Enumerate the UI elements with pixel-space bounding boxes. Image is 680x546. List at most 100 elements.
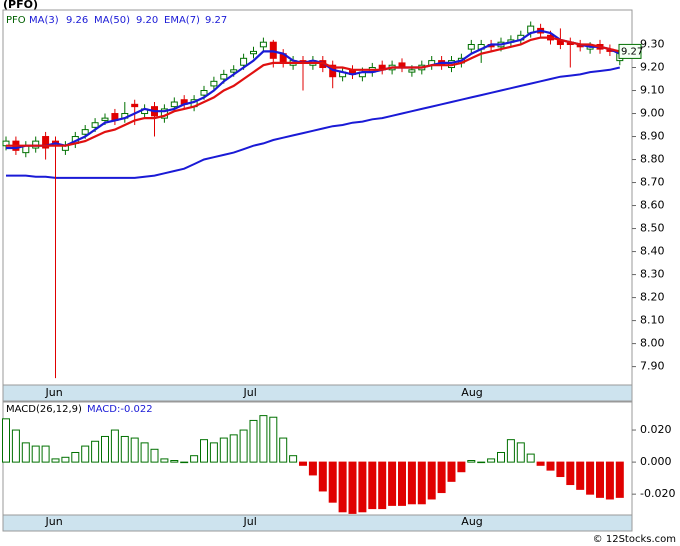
macd-bar	[388, 461, 397, 506]
macd-bar	[605, 461, 614, 500]
macd-bar	[328, 461, 337, 503]
candle-body	[230, 69, 238, 73]
macd-bar	[140, 442, 149, 463]
y-tick-label: 7.90	[640, 360, 665, 373]
macd-bar	[586, 461, 595, 495]
macd-bar	[338, 461, 347, 513]
y-tick-label: 8.90	[640, 130, 665, 143]
y-tick-label: 8.00	[640, 337, 665, 350]
macd-bar	[536, 461, 545, 466]
macd-bar	[269, 416, 278, 463]
y-tick-label: 8.30	[640, 268, 665, 281]
macd-bar	[447, 461, 456, 482]
candle-body	[467, 44, 475, 50]
price-panel	[2, 9, 633, 386]
macd-bar	[299, 461, 307, 466]
y-tick-label: 8.70	[640, 176, 665, 189]
macd-bar	[516, 442, 525, 463]
y-tick-label: 8.60	[640, 199, 665, 212]
ma-line	[6, 29, 621, 150]
chart-title: (PFO)	[3, 0, 38, 11]
macd-bar	[546, 461, 555, 471]
x-tick-label: Aug	[461, 515, 482, 528]
candle-body	[91, 122, 99, 128]
price-tag-box	[618, 43, 642, 59]
macd-bar	[160, 458, 169, 463]
ma-line	[6, 36, 621, 147]
macd-bar	[596, 461, 604, 498]
macd-bar	[308, 461, 317, 476]
y-tick-label: 8.80	[640, 153, 665, 166]
y-tick-label: 8.10	[640, 314, 665, 327]
date-band	[2, 384, 633, 402]
macd-bar	[219, 437, 228, 463]
macd-bar	[21, 442, 30, 463]
candle-body	[259, 41, 267, 48]
candle-body	[210, 80, 218, 87]
macd-bar	[318, 461, 327, 492]
macd-bar	[407, 461, 416, 505]
macd-bar	[71, 451, 80, 463]
legend-value: 9.20	[136, 15, 158, 26]
macd-bar	[190, 455, 199, 463]
y-tick-label: 8.20	[640, 291, 665, 304]
date-band	[2, 514, 633, 532]
y-tick-label: 0.020	[640, 423, 672, 436]
candle-body	[131, 103, 139, 108]
footer: © 12Stocks.com	[593, 534, 676, 545]
macd-bar	[229, 434, 238, 463]
macd-bar	[358, 461, 367, 513]
macd-bar	[467, 460, 476, 463]
legend-value: 9.26	[66, 15, 88, 26]
macd-bar	[497, 451, 505, 463]
y-tick-label: 9.00	[640, 107, 665, 120]
macd-bar	[41, 445, 50, 463]
macd-bar	[130, 437, 139, 463]
macd-bar	[120, 435, 129, 463]
macd-bar	[259, 415, 268, 463]
macd-bar	[378, 461, 387, 510]
candle-body	[170, 101, 178, 108]
candle-body	[200, 90, 208, 96]
candle-body	[42, 136, 50, 149]
macd-title: MACD(26,12,9)	[6, 404, 82, 415]
candle-body	[220, 73, 228, 80]
y-tick-label: 8.50	[640, 222, 665, 235]
macd-value: MACD:-0.022	[87, 404, 153, 415]
macd-bar	[200, 439, 208, 463]
macd-bar	[170, 460, 179, 463]
macd-bar	[2, 418, 10, 463]
legend-symbol: PFO	[6, 15, 26, 26]
y-tick-label: 9.20	[640, 61, 665, 74]
y-tick-label: -0.020	[640, 487, 675, 500]
macd-bar	[150, 448, 159, 463]
macd-bar	[180, 461, 189, 464]
macd-bar	[417, 461, 426, 505]
ma-line	[6, 66, 621, 179]
legend-value: 9.27	[205, 15, 227, 26]
x-tick-label: Jun	[45, 515, 63, 528]
macd-bar	[556, 461, 565, 478]
candle-body	[240, 57, 248, 66]
x-tick-label: Aug	[461, 386, 482, 399]
macd-bar	[437, 461, 446, 494]
candle-body	[408, 69, 416, 73]
y-tick-label: 9.10	[640, 84, 665, 97]
candle-body	[250, 50, 257, 55]
macd-bar	[368, 461, 377, 510]
x-tick-label: Jul	[243, 386, 257, 399]
macd-bar	[51, 458, 60, 463]
price-tag: 9.27	[621, 46, 643, 57]
macd-bar	[576, 461, 585, 490]
macd-bar	[477, 461, 486, 464]
legend-name: MA(3)	[29, 15, 59, 26]
macd-bar	[61, 456, 70, 463]
macd-bar	[289, 455, 298, 463]
macd-bar	[110, 429, 119, 463]
macd-bar	[249, 419, 258, 463]
x-tick-label: Jul	[243, 515, 257, 528]
macd-bar	[81, 445, 90, 463]
legend-name: EMA(7)	[164, 15, 200, 26]
macd-bar	[526, 453, 535, 463]
